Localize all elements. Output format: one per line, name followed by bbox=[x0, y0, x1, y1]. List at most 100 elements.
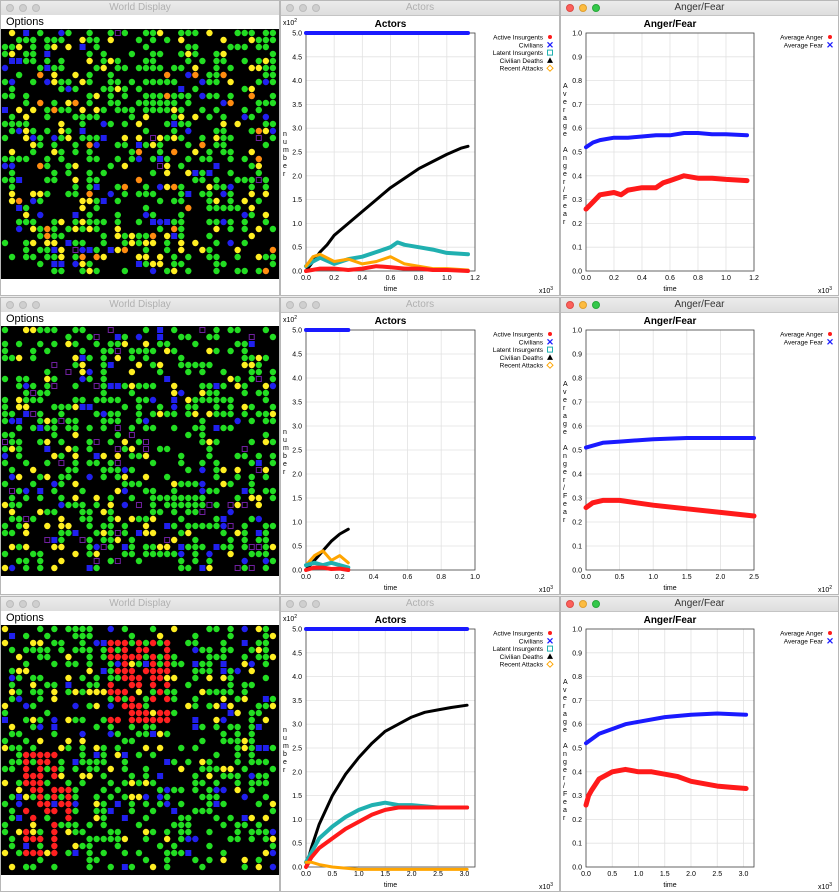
agent-square bbox=[206, 502, 213, 508]
agent-dot bbox=[262, 183, 270, 191]
world-canvas[interactable] bbox=[1, 29, 279, 279]
minimize-button[interactable] bbox=[19, 4, 27, 12]
agent-dot bbox=[79, 113, 86, 121]
close-button[interactable] bbox=[286, 600, 294, 608]
agent-dot bbox=[93, 113, 100, 121]
window-titlebar[interactable]: World Display bbox=[1, 1, 279, 16]
agent-dot bbox=[65, 501, 72, 509]
close-button[interactable] bbox=[286, 4, 294, 12]
close-button[interactable] bbox=[286, 301, 294, 309]
agent-dot bbox=[51, 807, 58, 815]
agent-dot bbox=[22, 389, 30, 397]
agent-dot bbox=[65, 43, 72, 51]
close-button[interactable] bbox=[6, 600, 14, 608]
agent-dot bbox=[100, 253, 107, 261]
agent-dot bbox=[248, 494, 255, 502]
agent-dot bbox=[86, 772, 93, 780]
agent-dot bbox=[51, 452, 58, 460]
agent-dot bbox=[44, 424, 51, 432]
close-button[interactable] bbox=[566, 4, 574, 12]
agent-dot bbox=[135, 253, 143, 261]
agent-dot bbox=[185, 43, 192, 51]
series-line-latent-insurgents bbox=[304, 240, 470, 269]
agent-grid[interactable] bbox=[1, 625, 279, 875]
zoom-button[interactable] bbox=[312, 4, 320, 12]
window-titlebar[interactable]: Actors bbox=[281, 597, 559, 612]
window-titlebar[interactable]: Anger/Fear bbox=[561, 298, 838, 313]
agent-dot bbox=[241, 688, 248, 696]
agent-dot bbox=[171, 522, 178, 530]
agent-dot bbox=[178, 835, 185, 843]
agent-dot bbox=[142, 29, 150, 37]
agent-dot bbox=[213, 688, 220, 696]
agent-grid[interactable] bbox=[1, 326, 279, 576]
agent-dot bbox=[22, 382, 30, 390]
y-tick-label: 4.5 bbox=[292, 650, 302, 657]
minimize-button[interactable] bbox=[19, 600, 27, 608]
zoom-button[interactable] bbox=[592, 301, 600, 309]
minimize-button[interactable] bbox=[579, 600, 587, 608]
options-menu[interactable]: Options bbox=[1, 312, 279, 326]
minimize-button[interactable] bbox=[19, 301, 27, 309]
zoom-button[interactable] bbox=[32, 600, 40, 608]
minimize-button[interactable] bbox=[579, 4, 587, 12]
agent-dot bbox=[51, 508, 58, 516]
window-title: Actors bbox=[405, 2, 435, 13]
options-menu[interactable]: Options bbox=[1, 15, 279, 29]
window-titlebar[interactable]: Anger/Fear bbox=[561, 597, 838, 612]
zoom-button[interactable] bbox=[312, 600, 320, 608]
close-button[interactable] bbox=[566, 600, 574, 608]
agent-cell bbox=[213, 544, 220, 550]
agent-dot bbox=[142, 190, 150, 198]
agent-dot bbox=[114, 695, 122, 703]
minimize-button[interactable] bbox=[299, 4, 307, 12]
window-titlebar[interactable]: World Display bbox=[1, 597, 279, 612]
zoom-button[interactable] bbox=[32, 301, 40, 309]
agent-dot bbox=[206, 253, 213, 261]
zoom-button[interactable] bbox=[32, 4, 40, 12]
agent-dot bbox=[171, 106, 178, 114]
agent-dot bbox=[163, 169, 171, 177]
agent-grid[interactable] bbox=[1, 29, 279, 279]
minimize-button[interactable] bbox=[299, 600, 307, 608]
agent-dot bbox=[37, 550, 44, 558]
close-button[interactable] bbox=[566, 301, 574, 309]
close-button[interactable] bbox=[6, 301, 14, 309]
chart: Anger/Fear0.00.10.20.30.40.50.60.70.80.9… bbox=[563, 19, 833, 295]
close-button[interactable] bbox=[6, 4, 14, 12]
agent-dot bbox=[51, 225, 58, 233]
y-tick-label: 0.4 bbox=[572, 769, 582, 776]
window-titlebar[interactable]: Anger/Fear bbox=[561, 1, 838, 16]
window-titlebar[interactable]: Actors bbox=[281, 1, 559, 16]
window-titlebar[interactable]: Actors bbox=[281, 298, 559, 313]
zoom-button[interactable] bbox=[592, 600, 600, 608]
agent-dot bbox=[121, 625, 129, 633]
agent-cell bbox=[220, 661, 227, 667]
world-canvas[interactable] bbox=[1, 326, 279, 576]
agent-dot bbox=[149, 50, 157, 58]
options-menu[interactable]: Options bbox=[1, 611, 279, 625]
minimize-button[interactable] bbox=[579, 301, 587, 309]
agent-dot bbox=[220, 218, 227, 226]
world-canvas[interactable] bbox=[1, 625, 279, 875]
agent-dot bbox=[171, 688, 178, 696]
agent-dot bbox=[135, 849, 143, 857]
agent-dot bbox=[149, 92, 157, 100]
zoom-button[interactable] bbox=[312, 301, 320, 309]
agent-dot bbox=[22, 522, 30, 530]
y-tick-label: 0.9 bbox=[572, 54, 582, 61]
agent-dot bbox=[1, 639, 9, 647]
agent-dot bbox=[86, 78, 93, 86]
agent-dot bbox=[192, 29, 199, 37]
agent-dot bbox=[93, 43, 100, 51]
agent-dot bbox=[44, 225, 51, 233]
agent-dot bbox=[93, 396, 100, 404]
minimize-button[interactable] bbox=[299, 301, 307, 309]
window-titlebar[interactable]: World Display bbox=[1, 298, 279, 313]
zoom-button[interactable] bbox=[592, 4, 600, 12]
agent-dot bbox=[241, 382, 248, 390]
agent-dot bbox=[213, 438, 220, 446]
agent-dot bbox=[227, 674, 234, 682]
agent-dot bbox=[227, 814, 234, 822]
agent-dot bbox=[199, 431, 206, 439]
